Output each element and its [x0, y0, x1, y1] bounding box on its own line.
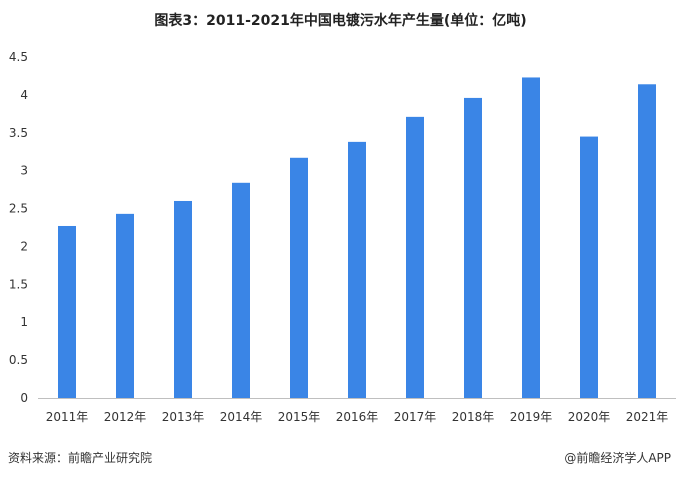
- x-tick-label: 2014年: [220, 410, 263, 424]
- y-tick-label: 2.5: [9, 202, 28, 216]
- bars: [58, 77, 656, 399]
- bar: [522, 77, 540, 399]
- bar: [580, 136, 598, 399]
- x-tick-label: 2017年: [394, 410, 437, 424]
- y-tick-label: 2: [20, 239, 28, 253]
- bar: [232, 182, 250, 398]
- bar: [58, 225, 76, 398]
- chart-title: 图表3：2011-2021年中国电镀污水年产生量(单位：亿吨): [154, 13, 527, 29]
- x-axis-ticks: 2011年 2012年 2013年 2014年 2015年 2016年 2017年 2018年…: [46, 410, 669, 424]
- x-tick-label: 2021年: [626, 410, 669, 424]
- y-tick-label: 1.5: [9, 277, 28, 291]
- bar: [464, 97, 482, 399]
- y-tick-label: 3: [20, 164, 28, 178]
- bar: [174, 200, 192, 398]
- bar: [348, 141, 366, 399]
- y-tick-label: 1: [20, 315, 28, 329]
- source-note: 资料来源：前瞻产业研究院: [8, 451, 153, 465]
- y-axis-ticks: 0 0.5 1 1.5 2 2.5 3 3.5 4 4.5: [9, 50, 28, 405]
- x-tick-label: 2020年: [568, 410, 611, 424]
- bar: [116, 213, 134, 398]
- y-tick-label: 4.5: [9, 50, 28, 64]
- x-tick-label: 2019年: [510, 410, 553, 424]
- bar: [290, 157, 308, 398]
- x-tick-label: 2015年: [278, 410, 321, 424]
- y-tick-label: 0: [20, 391, 28, 405]
- y-tick-label: 0.5: [9, 353, 28, 367]
- x-tick-label: 2018年: [452, 410, 495, 424]
- x-tick-label: 2011年: [46, 410, 89, 424]
- brand-credit: @前瞻经济学人APP: [564, 451, 671, 465]
- y-tick-label: 4: [20, 88, 28, 102]
- x-tick-label: 2012年: [104, 410, 147, 424]
- bar: [406, 116, 424, 398]
- x-tick-label: 2016年: [336, 410, 379, 424]
- bar: [638, 84, 656, 398]
- y-tick-label: 3.5: [9, 126, 28, 140]
- x-tick-label: 2013年: [162, 410, 205, 424]
